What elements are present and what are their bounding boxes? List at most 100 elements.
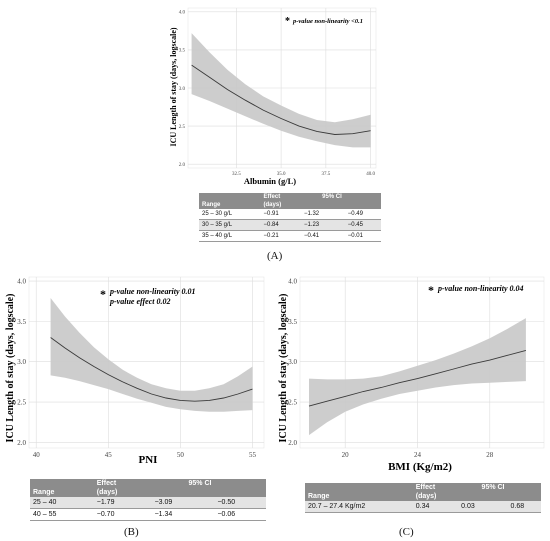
table-header: 95% CI [151,479,215,488]
table-header: 95% CI [300,193,345,201]
effect-table-pni: Effect 95% CI Range (days) 25 – 40 −1.79… [30,479,266,521]
table-cell: −0.70 [93,508,152,521]
table-cell: 40 – 55 [30,508,94,521]
annotation-effect: p-value effect 0.02 [109,297,171,306]
table-header [214,488,266,497]
table-header: Range [305,492,413,501]
annotation-nonlinearity: p-value non-linearity <0.1 [292,18,363,25]
y-tick-label: 3.5 [179,49,186,54]
x-axis-label: PNI [139,454,158,466]
table-cell: −0.01 [344,230,381,242]
y-tick-label: 2.0 [17,439,26,447]
table-header: Effect [260,193,301,201]
table-header [458,492,508,501]
table-cell: 30 – 35 g/L [199,219,261,231]
effect-table-bmi: Effect 95% CI Range (days) 20.7 – 27.4 K… [305,483,541,513]
panel-label-c: (C) [399,526,414,538]
table-header: (days) [412,492,459,501]
table-cell: 0.03 [458,501,508,513]
panel-label-a: (A) [267,250,283,262]
x-tick-label: 32.5 [232,172,241,177]
table-header [344,201,381,209]
table-cell: 25 – 40 [30,497,94,509]
annotation-nonlinearity: p-value non-linearity 0.01 [109,287,196,296]
y-axis-label: ICU Length of stay (days, logscale) [278,294,289,443]
y-tick-label: 2.5 [17,398,26,406]
table-cell: 0.68 [507,501,541,513]
y-tick-label: 4.0 [179,11,186,16]
x-tick-label: 45 [105,451,113,459]
table-header [507,492,541,501]
annotation-star: * [100,287,106,301]
x-tick-label: 55 [249,451,257,459]
table-header [300,201,345,209]
table-cell: −1.23 [300,219,345,231]
table-row: 25 – 30 g/L −0.91 −1.32 −0.49 [199,209,381,220]
table-cell: 20.7 – 27.4 Kg/m2 [305,501,413,513]
table-header [507,483,541,492]
y-tick-label: 3.0 [17,358,26,366]
table-header [214,479,266,488]
table-cell: −0.21 [260,230,301,242]
table-cell: −3.09 [151,497,215,509]
table-header [199,193,261,201]
table-cell: −1.34 [151,508,215,521]
table-cell: −0.49 [344,209,381,220]
table-cell: −0.50 [214,497,266,509]
y-tick-label: 2.0 [288,439,297,447]
y-tick-label: 3.5 [288,318,297,326]
x-tick-label: 50 [177,451,185,459]
table-cell: 25 – 30 g/L [199,209,261,220]
table-cell: 35 – 40 g/L [199,230,261,242]
table-row: 35 – 40 g/L −0.21 −0.41 −0.01 [199,230,381,242]
annotation-nonlinearity: p-value non-linearity 0.04 [437,284,524,293]
table-header [30,479,94,488]
y-tick-label: 2.0 [179,163,186,168]
y-tick-label: 4.0 [288,277,297,285]
y-axis-label: ICU Length of stay (days, logscale) [5,294,16,443]
table-cell: −0.84 [260,219,301,231]
x-tick-label: 28 [486,451,494,459]
table-header: Range [199,201,261,209]
table-header: Effect [93,479,152,488]
table-cell: −0.41 [300,230,345,242]
table-cell: −0.06 [214,508,266,521]
table-header: (days) [260,201,301,209]
y-axis-label: ICU Length of stay (days, logscale) [169,27,178,146]
y-tick-label: 2.5 [288,398,297,406]
table-header [305,483,413,492]
table-row: 20.7 – 27.4 Kg/m2 0.34 0.03 0.68 [305,501,541,513]
plot-area: 2.0 2.5 3.0 3.5 4.0 20 24 28 [288,276,545,459]
confidence-band [191,33,371,148]
plot-background [28,276,265,449]
panel-label-b: (B) [124,526,139,538]
y-tick-label: 2.5 [179,125,186,130]
table-row: 30 – 35 g/L −0.84 −1.23 −0.45 [199,219,381,231]
table-cell: −0.91 [260,209,301,220]
plot-area: 2.0 2.5 3.0 3.5 4.0 40 45 50 55 [17,276,265,459]
table-row: 40 – 55 −0.70 −1.34 −0.06 [30,508,266,521]
table-header: 95% CI [458,483,508,492]
table-header [151,488,215,497]
x-tick-label: 40 [33,451,41,459]
annotation-star: * [285,16,290,27]
table-cell: 0.34 [412,501,459,513]
table-cell: −1.32 [300,209,345,220]
y-tick-label: 3.0 [288,358,297,366]
series-line [50,337,253,402]
x-tick-label: 40.0 [366,172,375,177]
table-row: 25 – 40 −1.79 −3.09 −0.50 [30,497,266,509]
plot-background [187,7,377,169]
table-header: (days) [93,488,152,497]
confidence-band [309,318,526,436]
annotation-star: * [428,283,434,297]
table-header: Effect [412,483,459,492]
plot-background [299,276,545,449]
table-header: Range [30,488,94,497]
table-cell: −1.79 [93,497,152,509]
table-header [344,193,381,201]
x-axis-label: Albumin (g/L) [244,176,296,186]
